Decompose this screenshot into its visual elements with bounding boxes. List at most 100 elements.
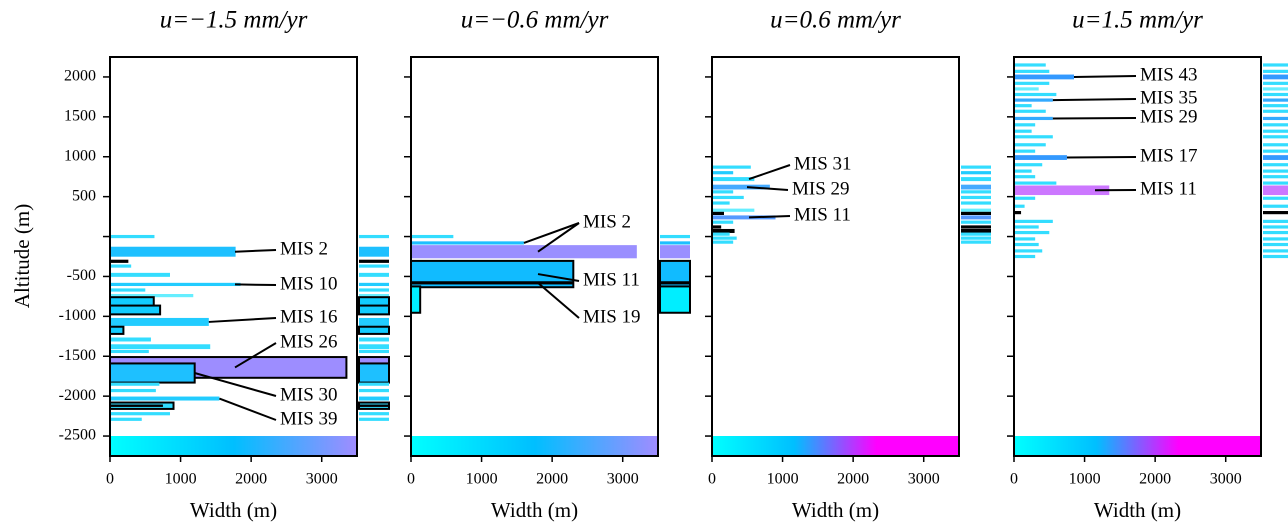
bar <box>411 241 524 245</box>
strip-band <box>359 388 389 393</box>
annotation-leader <box>1052 98 1137 102</box>
strip-band <box>961 165 991 169</box>
strip-band <box>1263 74 1288 80</box>
strip-band <box>1263 249 1288 253</box>
strip-band <box>1263 163 1288 167</box>
bar <box>712 220 734 224</box>
strip-band <box>1263 98 1288 102</box>
y-axis-label: Altitude (m) <box>10 204 34 308</box>
strip-band <box>1263 92 1288 97</box>
bar <box>110 264 132 268</box>
bar <box>1014 74 1074 80</box>
bar <box>712 236 737 240</box>
strip-band <box>1263 225 1288 229</box>
annotation-leader <box>748 215 791 219</box>
x-tick-label: 2000 <box>235 471 267 488</box>
annotation: MIS 2 <box>280 238 328 259</box>
strip-band <box>359 259 389 263</box>
strip-band <box>1263 87 1288 91</box>
colorbar <box>110 436 357 456</box>
strip-band <box>961 211 991 216</box>
strip-band <box>1263 230 1288 235</box>
annotation-leader <box>537 282 580 319</box>
annotation: MIS 26 <box>280 331 338 352</box>
panel-title: u=−1.5 mm/yr <box>160 7 308 34</box>
bar <box>110 234 155 239</box>
x-tick-label: 1000 <box>165 471 197 488</box>
bar <box>712 165 751 169</box>
x-axis-label: Width (m) <box>792 498 879 522</box>
strip-band <box>961 240 991 244</box>
strip-band <box>961 171 991 175</box>
annotation-leader <box>1073 75 1137 78</box>
annotation-leader <box>194 372 277 397</box>
bar <box>110 259 129 263</box>
x-tick-label: 2000 <box>837 471 869 488</box>
x-tick-label: 3000 <box>908 471 940 488</box>
annotation-leader <box>523 222 580 244</box>
bar <box>1014 163 1043 167</box>
bar <box>712 240 734 244</box>
bar <box>110 282 241 287</box>
bar <box>110 396 220 401</box>
bar <box>110 404 163 407</box>
x-tick-label: 0 <box>407 471 415 488</box>
bar <box>411 281 574 285</box>
bar <box>712 171 734 175</box>
annotation: MIS 11 <box>794 204 851 225</box>
strip-band <box>359 337 389 342</box>
bar <box>1014 230 1050 235</box>
y-tick-label: -1000 <box>59 307 96 324</box>
strip-band <box>358 304 390 316</box>
annotation: MIS 11 <box>1140 178 1197 199</box>
strip-band <box>359 344 389 350</box>
strip-band <box>359 317 389 326</box>
strip-band <box>359 282 389 287</box>
x-tick-label: 1000 <box>767 471 799 488</box>
strip-band <box>359 234 389 239</box>
plot-frame <box>1013 56 1262 457</box>
strip-band <box>1263 109 1288 113</box>
y-tick-label: 1500 <box>64 108 96 125</box>
strip-band <box>961 215 991 220</box>
bar <box>1014 237 1036 241</box>
annotation-leader <box>1066 156 1137 159</box>
y-tick-label: -500 <box>67 267 96 284</box>
bar <box>110 417 142 421</box>
y-tick-label: -2500 <box>59 427 96 444</box>
strip-band <box>1263 204 1288 208</box>
y-tick-label: 500 <box>72 187 96 204</box>
annotation: MIS 39 <box>280 408 338 429</box>
bar <box>110 412 170 416</box>
bar <box>1014 116 1053 121</box>
strip-band <box>1263 175 1288 179</box>
bar <box>1014 185 1110 196</box>
strip-band <box>961 184 991 190</box>
bar <box>712 215 776 220</box>
strip-band <box>1263 149 1288 153</box>
annotation-leader <box>208 317 277 323</box>
strip-band <box>359 349 389 354</box>
bar <box>1014 149 1036 153</box>
bar <box>1014 69 1050 73</box>
bar <box>410 285 422 314</box>
colorbar <box>712 436 959 456</box>
annotation: MIS 29 <box>1140 106 1198 127</box>
annotation: MIS 29 <box>792 178 850 199</box>
strip-band <box>1263 155 1288 160</box>
bar <box>110 388 156 393</box>
bar <box>712 208 755 212</box>
annotation: MIS 17 <box>1140 145 1198 166</box>
bar <box>712 190 734 194</box>
annotation-leader <box>234 342 277 369</box>
bar <box>1014 196 1036 200</box>
plot-frame <box>711 56 960 457</box>
strip-band <box>961 232 991 236</box>
x-tick-label: 0 <box>106 471 114 488</box>
bar <box>110 382 160 386</box>
strip-band <box>961 236 991 240</box>
panel-title: u=−0.6 mm/yr <box>461 7 609 34</box>
x-tick-label: 2000 <box>536 471 568 488</box>
x-tick-label: 1000 <box>1069 471 1101 488</box>
